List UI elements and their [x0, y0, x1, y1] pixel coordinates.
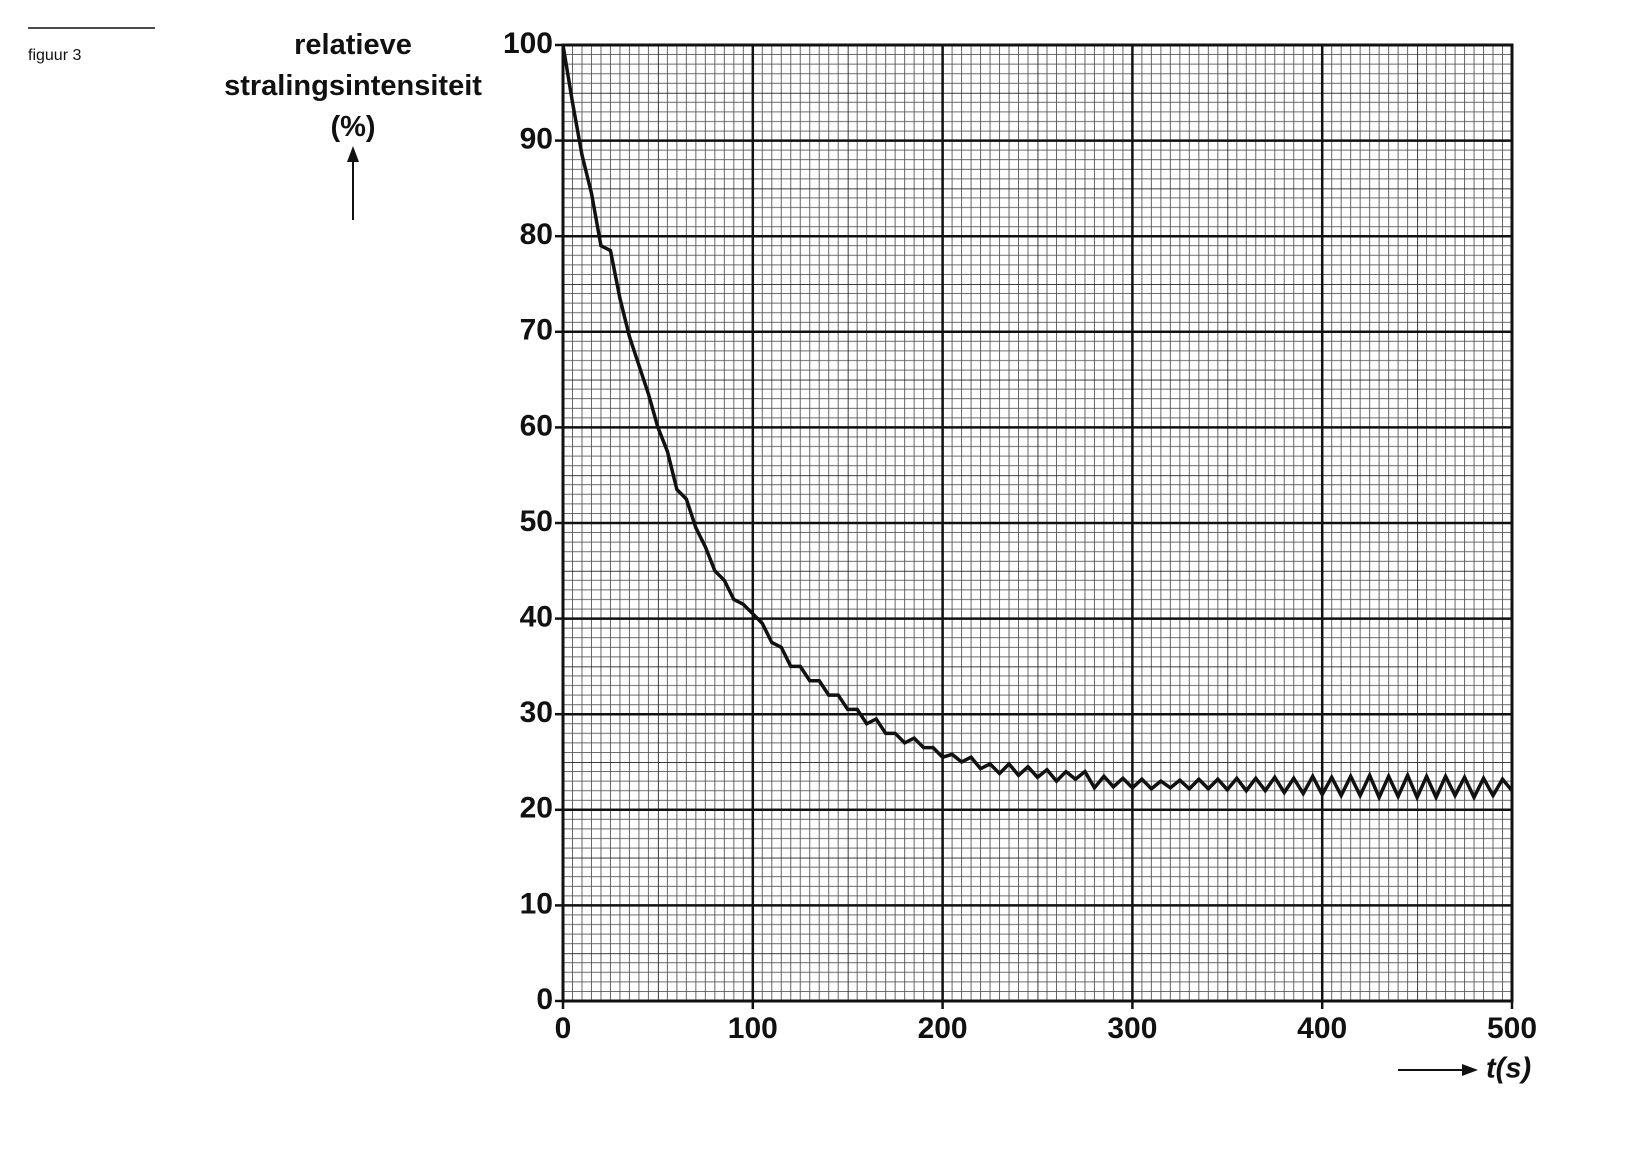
y-tick-label: 60: [520, 409, 553, 442]
y-tick-label: 90: [520, 123, 553, 156]
y-tick-label: 10: [520, 887, 553, 920]
x-tick-label: 0: [555, 1012, 572, 1045]
x-axis-label: t(s): [1486, 1053, 1531, 1085]
y-tick-label: 20: [520, 792, 553, 825]
y-tick-label: 50: [520, 505, 553, 538]
figure-label: figuur 3: [28, 47, 81, 64]
y-arrowhead: [347, 146, 359, 162]
y-tick-label: 40: [520, 601, 553, 634]
y-tick-label: 70: [520, 314, 553, 347]
y-axis-label: relatieve stralingsintensiteit (%): [224, 29, 482, 143]
x-tick-label: 500: [1487, 1012, 1537, 1045]
x-arrowhead: [1462, 1064, 1478, 1076]
data-line: [561, 44, 1514, 802]
y-tick-label: 0: [536, 983, 553, 1016]
x-tick-label: 100: [728, 1012, 778, 1045]
y-tick-label: 30: [520, 696, 553, 729]
x-tick-label: 400: [1297, 1012, 1347, 1045]
y-tick-label: 100: [503, 27, 553, 60]
y-axis-label-text: relatieve stralingsintensiteit (%): [224, 29, 482, 143]
x-tick-label: 200: [918, 1012, 968, 1045]
x-tick-label: 300: [1107, 1012, 1157, 1045]
y-tick-label: 80: [520, 218, 553, 251]
